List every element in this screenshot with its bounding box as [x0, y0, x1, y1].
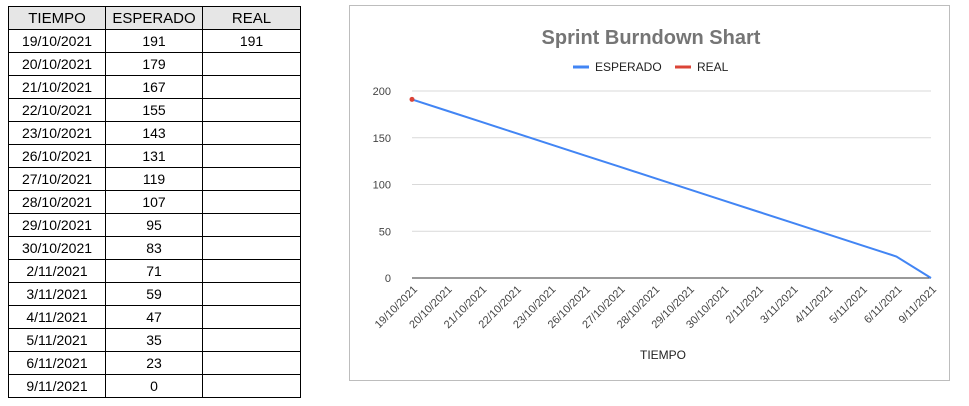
header-real[interactable]: REAL	[202, 6, 301, 30]
cell-real[interactable]	[202, 190, 301, 214]
cell-tiempo[interactable]: 22/10/2021	[8, 98, 106, 122]
cell-esperado[interactable]: 191	[105, 29, 203, 53]
data-table: TIEMPO ESPERADO REAL 19/10/2021 191 191 20/…	[8, 6, 301, 398]
table-row: 2/11/2021 71	[8, 259, 301, 283]
cell-tiempo[interactable]: 23/10/2021	[8, 121, 106, 145]
cell-tiempo[interactable]: 3/11/2021	[8, 282, 106, 306]
table-header-row: TIEMPO ESPERADO REAL	[8, 6, 301, 30]
cell-esperado[interactable]: 47	[105, 305, 203, 329]
cell-esperado[interactable]: 35	[105, 328, 203, 352]
y-tick-label: 200	[373, 86, 391, 98]
cell-tiempo[interactable]: 2/11/2021	[8, 259, 106, 283]
cell-esperado[interactable]: 83	[105, 236, 203, 260]
table-row: 28/10/2021 107	[8, 190, 301, 214]
cell-esperado[interactable]: 0	[105, 374, 203, 398]
cell-esperado[interactable]: 107	[105, 190, 203, 214]
cell-real[interactable]	[202, 213, 301, 237]
burndown-chart: Sprint Burndown Shart ESPERADO REAL 0 50 10…	[373, 27, 939, 362]
table-row: 22/10/2021 155	[8, 98, 301, 122]
cell-real[interactable]	[202, 144, 301, 168]
table-row: 20/10/2021 179	[8, 52, 301, 76]
y-tick-label: 100	[373, 180, 391, 192]
y-axis-ticks: 0 50 100 150 200	[373, 86, 391, 285]
legend-label-esperado: ESPERADO	[595, 60, 662, 74]
table-row: 6/11/2021 23	[8, 351, 301, 375]
table-row: 27/10/2021 119	[8, 167, 301, 191]
table-row: 9/11/2021 0	[8, 374, 301, 398]
chart-legend: ESPERADO REAL	[573, 60, 729, 74]
cell-tiempo[interactable]: 26/10/2021	[8, 144, 106, 168]
header-tiempo[interactable]: TIEMPO	[8, 6, 106, 30]
cell-real[interactable]	[202, 167, 301, 191]
table-row: 5/11/2021 35	[8, 328, 301, 352]
table-row: 30/10/2021 83	[8, 236, 301, 260]
cell-esperado[interactable]: 71	[105, 259, 203, 283]
cell-real[interactable]	[202, 121, 301, 145]
chart-title: Sprint Burndown Shart	[542, 27, 761, 49]
legend-label-real: REAL	[697, 60, 729, 74]
cell-real[interactable]	[202, 259, 301, 283]
cell-tiempo[interactable]: 19/10/2021	[8, 29, 106, 53]
cell-real[interactable]	[202, 374, 301, 398]
cell-esperado[interactable]: 95	[105, 213, 203, 237]
cell-real[interactable]	[202, 98, 301, 122]
cell-tiempo[interactable]: 21/10/2021	[8, 75, 106, 99]
cell-esperado[interactable]: 59	[105, 282, 203, 306]
cell-esperado[interactable]: 131	[105, 144, 203, 168]
data-point-real	[409, 96, 415, 102]
cell-esperado[interactable]: 167	[105, 75, 203, 99]
cell-tiempo[interactable]: 9/11/2021	[8, 374, 106, 398]
cell-real[interactable]	[202, 75, 301, 99]
cell-tiempo[interactable]: 20/10/2021	[8, 52, 106, 76]
cell-real[interactable]	[202, 282, 301, 306]
cell-tiempo[interactable]: 4/11/2021	[8, 305, 106, 329]
cell-esperado[interactable]: 119	[105, 167, 203, 191]
cell-esperado[interactable]: 179	[105, 52, 203, 76]
cell-real[interactable]	[202, 328, 301, 352]
chart-panel[interactable]: Sprint Burndown Shart ESPERADO REAL 0 50 10…	[349, 5, 950, 381]
table-row: 19/10/2021 191 191	[8, 29, 301, 53]
table-row: 3/11/2021 59	[8, 282, 301, 306]
y-tick-label: 0	[385, 273, 391, 285]
series-layer	[409, 96, 932, 279]
table-row: 21/10/2021 167	[8, 75, 301, 99]
series-line-esperado	[411, 98, 932, 279]
x-axis-title: TIEMPO	[640, 348, 686, 362]
cell-tiempo[interactable]: 6/11/2021	[8, 351, 106, 375]
cell-tiempo[interactable]: 5/11/2021	[8, 328, 106, 352]
header-esperado[interactable]: ESPERADO	[105, 6, 203, 30]
table-row: 26/10/2021 131	[8, 144, 301, 168]
table-body: 19/10/2021 191 191 20/10/2021 179 21/10/2021 1…	[8, 29, 301, 398]
cell-esperado[interactable]: 143	[105, 121, 203, 145]
cell-tiempo[interactable]: 28/10/2021	[8, 190, 106, 214]
table-row: 4/11/2021 47	[8, 305, 301, 329]
x-tick-label: 9/11/2021	[897, 284, 940, 327]
cell-real[interactable]	[202, 305, 301, 329]
cell-esperado[interactable]: 155	[105, 98, 203, 122]
cell-real[interactable]	[202, 351, 301, 375]
cell-tiempo[interactable]: 30/10/2021	[8, 236, 106, 260]
cell-tiempo[interactable]: 29/10/2021	[8, 213, 106, 237]
cell-real[interactable]: 191	[202, 29, 301, 53]
table-row: 23/10/2021 143	[8, 121, 301, 145]
x-axis-ticks: 19/10/202120/10/202121/10/202122/10/2021…	[373, 284, 939, 331]
cell-esperado[interactable]: 23	[105, 351, 203, 375]
cell-tiempo[interactable]: 27/10/2021	[8, 167, 106, 191]
cell-real[interactable]	[202, 236, 301, 260]
cell-real[interactable]	[202, 52, 301, 76]
table-row: 29/10/2021 95	[8, 213, 301, 237]
y-tick-label: 150	[373, 133, 391, 145]
y-tick-label: 50	[379, 226, 391, 238]
